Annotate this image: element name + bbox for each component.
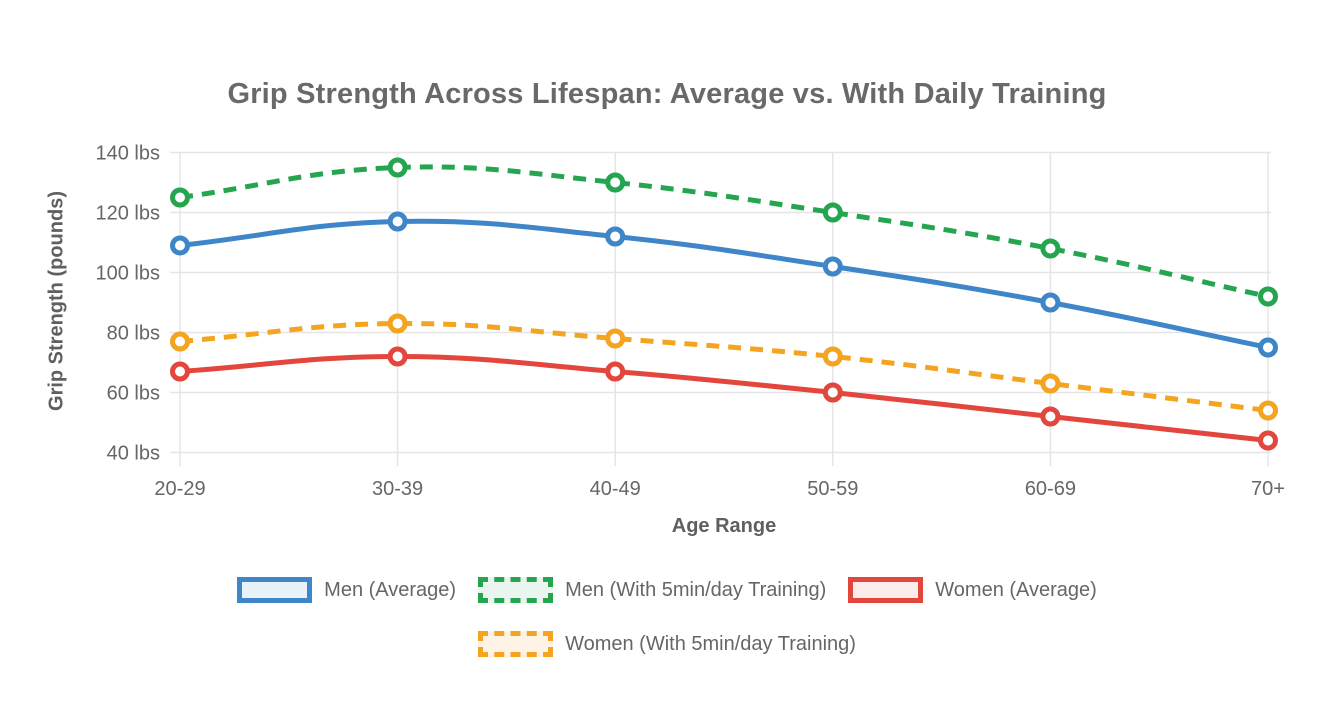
legend-swatch: [848, 577, 924, 603]
data-point-marker[interactable]: [822, 202, 843, 223]
x-axis-title: Age Range: [671, 515, 777, 537]
legend-label: Men (Average): [324, 578, 457, 601]
legend-label: Men (With 5min/day Training): [565, 578, 827, 601]
data-point-marker[interactable]: [1040, 373, 1061, 394]
chart-title: Grip Strength Across Lifespan: Average v…: [227, 78, 1107, 110]
legend-swatch: [478, 631, 554, 657]
x-tick-label: 70+: [1251, 478, 1285, 500]
data-point-marker[interactable]: [605, 361, 626, 382]
y-tick-label: 140 lbs: [96, 143, 161, 165]
legend-label: Women (With 5min/day Training): [565, 632, 856, 655]
series-line-3: [179, 320, 1269, 413]
data-point-marker[interactable]: [605, 226, 626, 247]
x-tick-label: 40-49: [590, 478, 641, 500]
y-tick-label: 60 lbs: [107, 383, 160, 405]
data-point-marker[interactable]: [387, 157, 408, 178]
data-point-marker[interactable]: [170, 187, 190, 208]
legend-swatch: [237, 577, 313, 603]
data-point-marker[interactable]: [1258, 400, 1278, 421]
y-tick-label: 40 lbs: [107, 443, 160, 465]
legend-swatch: [478, 577, 554, 603]
series-line-2: [179, 354, 1269, 443]
data-point-marker[interactable]: [170, 235, 190, 256]
data-point-marker[interactable]: [170, 331, 190, 352]
data-point-marker[interactable]: [822, 382, 843, 403]
y-tick-label: 120 lbs: [96, 203, 161, 225]
series-line-1: [179, 164, 1269, 299]
x-tick-label: 50-59: [807, 478, 858, 500]
x-tick-label: 30-39: [372, 478, 423, 500]
data-point-marker[interactable]: [1040, 406, 1061, 427]
x-tick-label: 60-69: [1025, 478, 1076, 500]
data-point-marker[interactable]: [1040, 238, 1061, 259]
legend-row: Men (Average) Men (With 5min/day Training…: [0, 577, 1334, 603]
data-point-marker[interactable]: [1040, 292, 1061, 313]
legend-item-1[interactable]: Men (With 5min/day Training): [478, 577, 826, 603]
legend-item-0[interactable]: Men (Average): [237, 577, 456, 603]
legend: Men (Average) Men (With 5min/day Training…: [0, 577, 1334, 657]
data-point-marker[interactable]: [605, 172, 626, 193]
legend-item-3[interactable]: Women (With 5min/day Training): [478, 631, 856, 657]
data-point-marker[interactable]: [387, 211, 408, 232]
data-point-marker[interactable]: [1258, 286, 1278, 307]
data-point-marker[interactable]: [1258, 430, 1278, 451]
data-point-marker[interactable]: [387, 346, 408, 367]
legend-label: Women (Average): [935, 578, 1097, 601]
data-point-marker[interactable]: [387, 313, 408, 334]
legend-item-2[interactable]: Women (Average): [848, 577, 1097, 603]
series-line-0: [179, 218, 1269, 350]
legend-row: Women (With 5min/day Training): [0, 631, 1334, 657]
y-tick-label: 80 lbs: [107, 323, 160, 345]
data-point-marker[interactable]: [1258, 337, 1278, 358]
data-point-marker[interactable]: [605, 328, 626, 349]
data-point-marker[interactable]: [822, 256, 843, 277]
data-point-marker[interactable]: [822, 346, 843, 367]
x-tick-label: 20-29: [154, 478, 205, 500]
data-point-marker[interactable]: [170, 361, 190, 382]
y-tick-label: 100 lbs: [96, 263, 161, 285]
